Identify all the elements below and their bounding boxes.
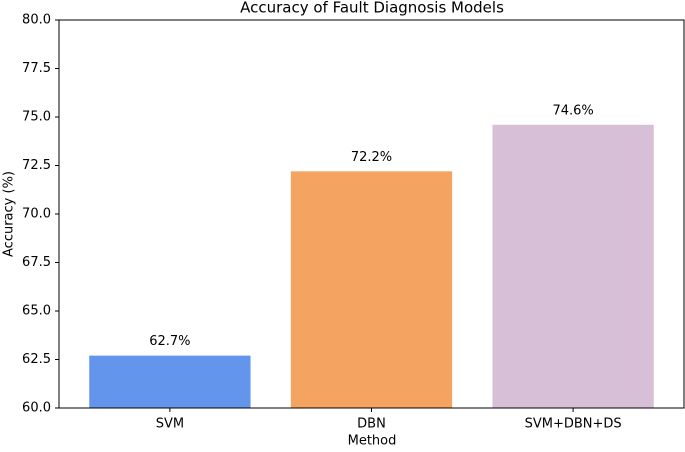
y-tick-label: 80.0 (22, 13, 51, 28)
y-axis-label: Accuracy (%) (2, 171, 17, 257)
y-tick-label: 72.5 (22, 158, 51, 173)
y-tick-label: 62.5 (22, 352, 51, 367)
x-axis-label: Method (348, 434, 397, 449)
x-tick-label: SVM (156, 417, 184, 432)
y-tick-label: 70.0 (22, 207, 51, 222)
y-tick-label: 67.5 (22, 255, 51, 270)
plot-frame (58, 19, 685, 409)
bar (492, 124, 654, 408)
x-tick-label: SVM+DBN+DS (525, 417, 622, 432)
value-label: 62.7% (149, 334, 190, 349)
x-tick-label: DBN (357, 417, 386, 432)
bar (290, 171, 453, 408)
y-tick-label: 65.0 (22, 304, 51, 319)
y-tick-label: 75.0 (22, 110, 51, 125)
y-tick-label: 77.5 (22, 61, 51, 76)
bar (89, 355, 251, 408)
value-label: 74.6% (552, 103, 593, 118)
chart-title: Accuracy of Fault Diagnosis Models (240, 0, 504, 17)
value-label: 72.2% (351, 150, 392, 165)
y-tick-label: 60.0 (22, 401, 51, 416)
